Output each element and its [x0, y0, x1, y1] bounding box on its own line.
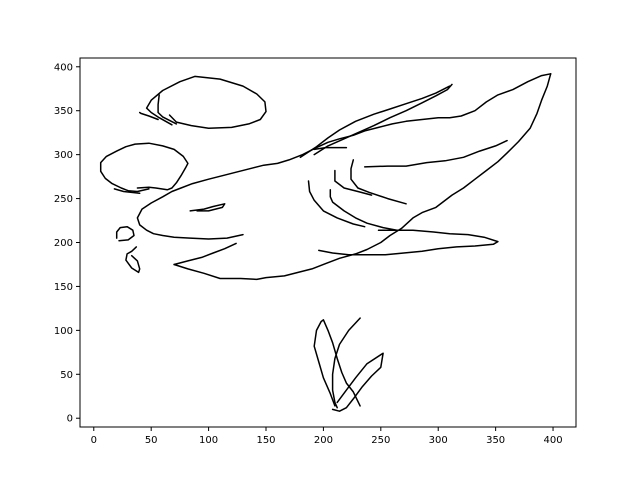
x-tick-label: 200: [314, 435, 333, 446]
stroke-line-5: [115, 225, 135, 242]
stroke-line-17: [350, 159, 407, 205]
x-axis: 0 50 100 150 200 250 300 350 400: [91, 427, 563, 446]
y-tick-label: 100: [54, 326, 73, 337]
y-tick-label: 200: [54, 238, 73, 249]
y-axis: 0 50 100 150 200 250 300 350 400: [54, 62, 80, 425]
stroke-line-0: [145, 75, 267, 130]
stroke-line-1: [157, 94, 178, 125]
x-tick-label: 150: [256, 435, 275, 446]
x-tick-label: 100: [199, 435, 218, 446]
drawing-strokes: [99, 73, 552, 412]
y-tick-label: 150: [54, 282, 73, 293]
y-tick-label: 250: [54, 194, 73, 205]
stroke-line-11: [313, 83, 453, 156]
y-tick-label: 50: [60, 370, 73, 381]
stroke-line-14: [318, 229, 499, 256]
stroke-line-16: [307, 180, 366, 228]
stroke-line-6: [125, 246, 141, 274]
stroke-line-22: [331, 317, 361, 409]
stroke-line-8: [173, 73, 552, 281]
x-tick-label: 250: [371, 435, 390, 446]
stroke-line-20: [331, 352, 384, 412]
stroke-line-21: [313, 319, 361, 407]
x-tick-label: 350: [486, 435, 505, 446]
stroke-line-3: [99, 142, 189, 193]
stroke-line-2: [138, 111, 159, 121]
stroke-line-18: [334, 169, 373, 196]
y-tick-label: 300: [54, 150, 73, 161]
stroke-line-4: [113, 188, 141, 195]
x-tick-label: 300: [429, 435, 448, 446]
stroke-line-12: [313, 146, 348, 151]
stroke-line-19: [189, 203, 226, 212]
plot-frame: [79, 57, 577, 428]
x-tick-label: 400: [543, 435, 562, 446]
y-tick-label: 0: [67, 414, 73, 425]
stroke-line-9: [136, 73, 552, 240]
stroke-line-7: [173, 242, 237, 266]
y-tick-label: 350: [54, 106, 73, 117]
x-tick-label: 0: [91, 435, 97, 446]
x-tick-label: 50: [145, 435, 158, 446]
stroke-line-15: [329, 189, 398, 231]
stroke-line-13: [363, 139, 508, 168]
stroke-line-10: [299, 85, 451, 159]
y-tick-label: 400: [54, 62, 73, 73]
